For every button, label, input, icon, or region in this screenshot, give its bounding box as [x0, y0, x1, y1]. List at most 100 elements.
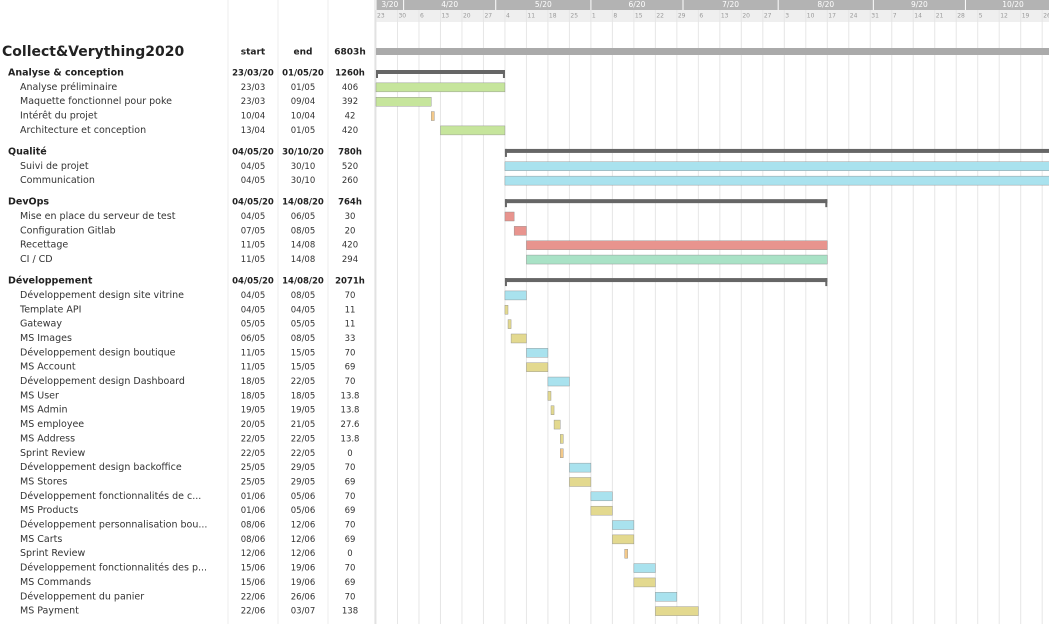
task-name: MS Admin	[20, 405, 68, 416]
project-bar	[376, 48, 1049, 55]
week-label: 1	[592, 13, 596, 20]
month-label: 7/20	[722, 0, 739, 9]
task-hours: 0	[347, 549, 352, 559]
task-hours: 13.8	[341, 391, 360, 401]
task-start: 06/05	[241, 334, 266, 344]
group-end: 30/10/20	[282, 147, 324, 157]
task-bar	[655, 606, 699, 616]
task-start: 22/05	[241, 449, 266, 459]
task-end: 04/05	[291, 305, 316, 315]
task-bar	[547, 376, 570, 387]
group-bar	[504, 199, 828, 204]
task-hours: 0	[347, 449, 352, 459]
group-start: 04/05/20	[232, 277, 274, 287]
group-end: 14/08/20	[282, 277, 324, 287]
task-name: Maquette fonctionnel pour poke	[20, 96, 172, 107]
task-name: Communication	[20, 175, 95, 186]
task-hours: 11	[345, 320, 356, 330]
week-label: 21	[936, 13, 944, 20]
task-bar	[510, 333, 527, 344]
task-name: MS Stores	[20, 476, 67, 487]
task-bar	[633, 577, 656, 588]
task-bar	[526, 362, 549, 372]
month-label: 6/20	[629, 0, 646, 9]
week-label: 20	[463, 13, 471, 20]
task-end: 10/04	[291, 112, 316, 122]
task-hours: 70	[345, 592, 356, 602]
task-hours: 69	[345, 578, 356, 588]
task-hours: 27.6	[341, 420, 360, 430]
task-bar	[553, 419, 561, 430]
week-label: 29	[678, 13, 686, 20]
group-bar	[376, 70, 505, 74]
week-label: 24	[850, 13, 858, 20]
task-name: MS Carts	[20, 534, 62, 545]
task-start: 23/03	[241, 83, 266, 93]
group-cap	[502, 70, 505, 78]
task-name: Analyse préliminaire	[20, 82, 117, 93]
week-header	[375, 10, 1049, 22]
task-name: Développement design Dashboard	[20, 376, 185, 387]
task-end: 09/04	[291, 97, 316, 107]
task-end: 14/08	[291, 241, 316, 251]
week-label: 5	[979, 13, 983, 20]
group-name: Qualité	[8, 146, 47, 157]
task-start: 11/05	[241, 241, 266, 251]
task-name: MS Images	[20, 333, 72, 344]
task-hours: 69	[345, 477, 356, 487]
task-bar	[504, 290, 527, 301]
group-end: 14/08/20	[282, 198, 324, 208]
group-start: 04/05/20	[232, 198, 274, 208]
group-start: 04/05/20	[232, 147, 274, 157]
group-bar	[504, 148, 1049, 153]
month-label: 3/20	[381, 0, 398, 9]
task-hours: 70	[345, 564, 356, 574]
group-cap	[376, 70, 378, 78]
week-label: 30	[398, 13, 406, 20]
task-name: Sprint Review	[20, 548, 85, 559]
task-name: MS User	[20, 390, 59, 401]
month-label: 8/20	[817, 0, 834, 9]
week-label: 23	[377, 13, 385, 20]
task-end: 30/10	[291, 176, 316, 186]
task-hours: 70	[345, 377, 356, 387]
month-label: 4/20	[441, 0, 458, 9]
task-end: 26/06	[291, 592, 316, 602]
week-label: 15	[635, 13, 643, 20]
task-hours: 420	[342, 126, 358, 136]
task-name: Suivi de projet	[20, 161, 89, 172]
task-name: Développement fonctionnalités des p...	[20, 563, 207, 574]
task-hours: 69	[345, 363, 356, 373]
week-label: 6	[699, 13, 703, 20]
task-name: MS Address	[20, 433, 75, 444]
task-bar	[547, 391, 552, 401]
group-hours: 1260h	[335, 69, 365, 79]
week-label: 4	[506, 13, 510, 20]
start-header: start	[241, 48, 266, 58]
task-hours: 520	[342, 162, 358, 172]
month-label: 5/20	[535, 0, 552, 9]
task-bar	[569, 477, 592, 487]
task-start: 04/05	[241, 162, 266, 172]
group-hours: 780h	[338, 147, 362, 157]
task-name: MS Commands	[20, 577, 91, 588]
task-end: 29/05	[291, 477, 316, 487]
task-hours: 11	[345, 305, 356, 315]
group-name: Développement	[8, 276, 93, 287]
task-end: 08/05	[291, 226, 316, 236]
task-name: Architecture et conception	[20, 125, 146, 136]
task-bar	[507, 319, 512, 329]
task-hours: 33	[345, 334, 356, 344]
group-bar	[504, 278, 828, 283]
task-end: 12/06	[291, 535, 316, 545]
task-hours: 420	[342, 241, 358, 251]
task-end: 22/05	[291, 434, 316, 444]
task-bar	[504, 211, 515, 222]
task-bar	[560, 434, 564, 444]
group-name: Analyse & conception	[8, 68, 124, 79]
task-start: 20/05	[241, 420, 266, 430]
task-end: 19/06	[291, 564, 316, 574]
task-bar	[590, 505, 613, 516]
task-bar	[612, 534, 635, 545]
group-hours: 2071h	[335, 277, 365, 287]
